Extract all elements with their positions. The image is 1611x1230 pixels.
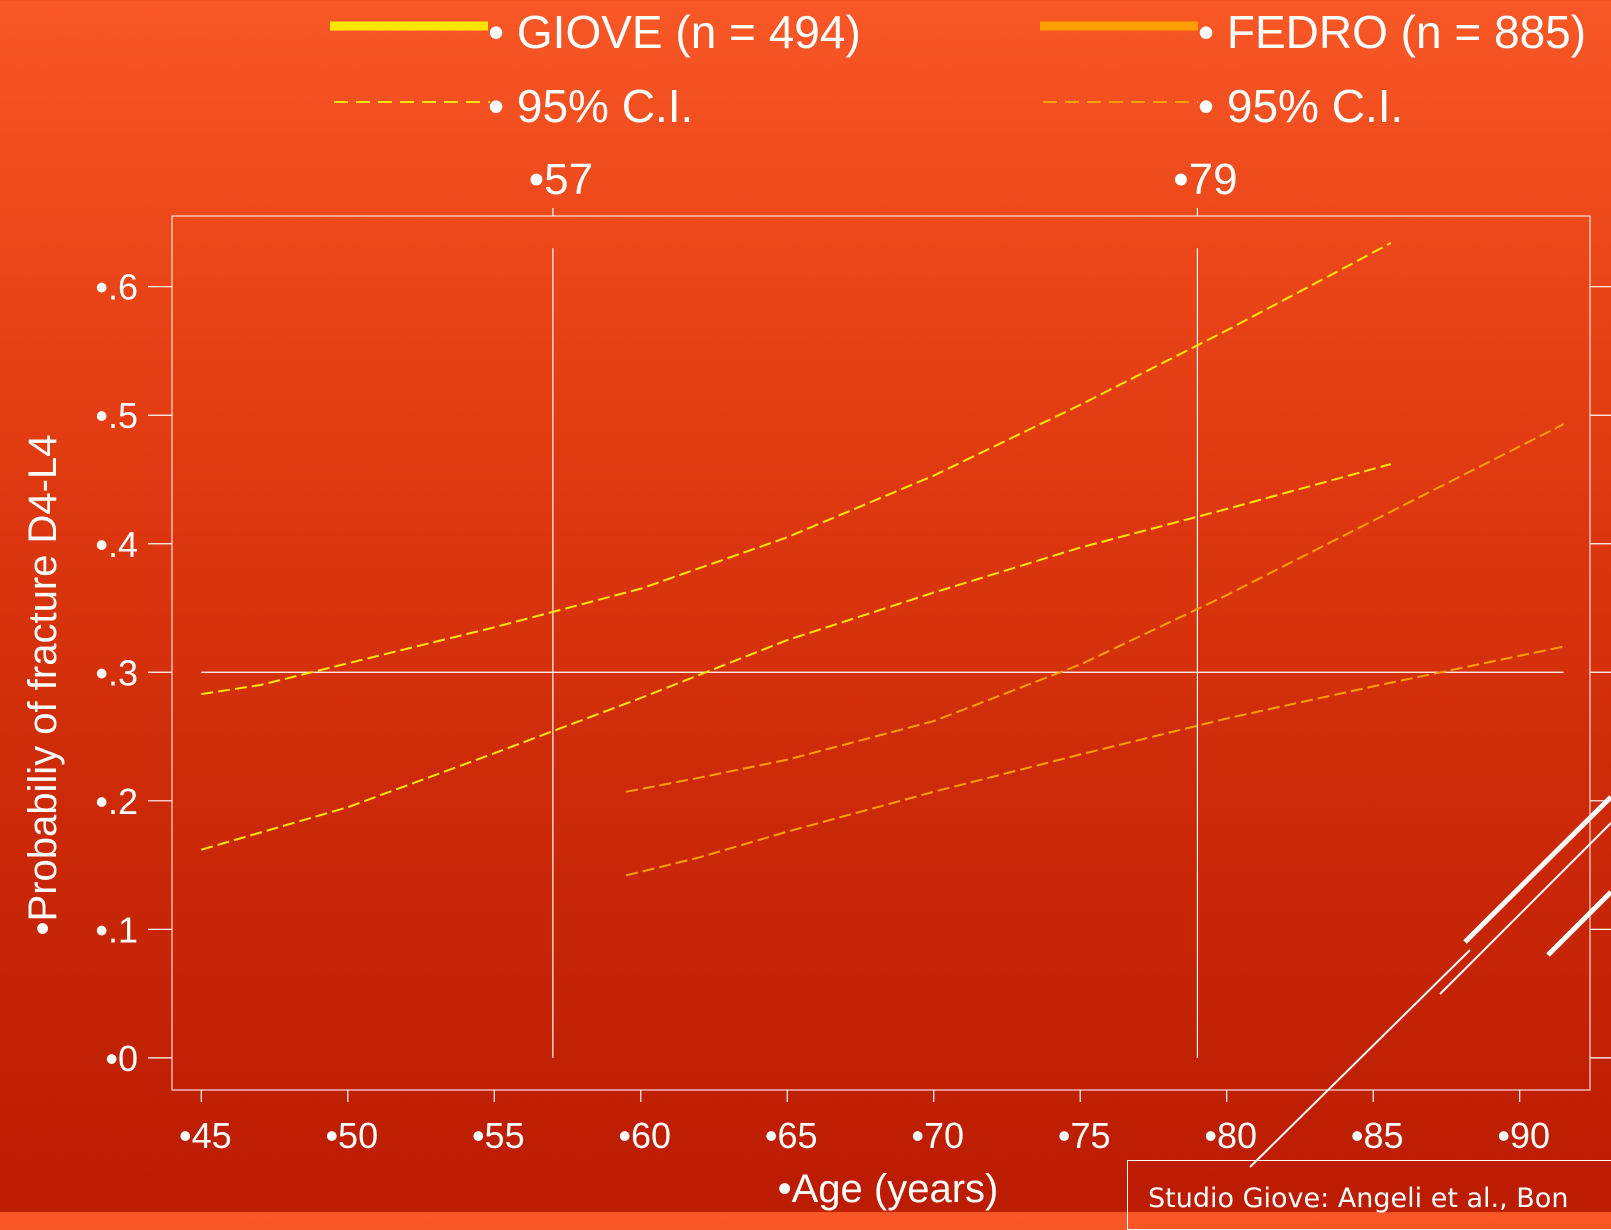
x-tick-label-55: •55 [472, 1115, 525, 1156]
y-axis: •0 •.1 •.2 •.3 •.4 •.5 •.6 [95, 267, 1611, 1079]
series-line-fedro-3 [625, 645, 1564, 877]
y-axis-title: •Probabiliy of fracture D4-L4 [21, 435, 65, 936]
ref-label-79: •79 [1173, 155, 1237, 204]
y-tick-label-0.3: •.3 [95, 652, 138, 693]
y-tick-label-0.1: •.1 [95, 909, 138, 950]
arrow-line-thin [1439, 822, 1611, 995]
series-lines [201, 242, 1565, 877]
series-line-fedro-2 [625, 423, 1565, 793]
reference-lines: •57 •79 [201, 155, 1564, 1058]
legend-fedro-label: • FEDRO (n = 885) [1198, 6, 1586, 58]
source-citation: Studio Giove: Angeli et al., Bon [1127, 1160, 1611, 1230]
x-tick-label-60: •60 [618, 1115, 671, 1156]
x-axis-title: •Age (years) [778, 1167, 999, 1211]
decorative-arrow-lines [1249, 795, 1611, 1168]
y-tick-label-0.2: •.2 [95, 781, 138, 822]
y-tick-label-0.4: •.4 [95, 524, 138, 565]
y-tick-label-0: •0 [105, 1038, 138, 1079]
plot-frame [171, 215, 1591, 1091]
series-line-giove-1 [201, 463, 1392, 851]
x-tick-label-75: •75 [1058, 1115, 1111, 1156]
x-tick-label-80: •80 [1204, 1115, 1257, 1156]
series-line-giove-0 [201, 242, 1392, 696]
legend-giove-label: • GIOVE (n = 494) [488, 6, 861, 58]
x-tick-label-65: •65 [765, 1115, 818, 1156]
legend-giove-ci-label: • 95% C.I. [488, 80, 693, 132]
legend: • GIOVE (n = 494) • 95% C.I. • FEDRO (n … [330, 6, 1586, 132]
x-tick-label-45: •45 [179, 1115, 232, 1156]
x-tick-label-85: •85 [1351, 1115, 1404, 1156]
y-tick-label-0.5: •.5 [95, 395, 138, 436]
y-tick-label-0.6: •.6 [95, 267, 138, 308]
arrow-line-thick [1463, 795, 1611, 944]
x-tick-label-50: •50 [325, 1115, 378, 1156]
arrow-line-thin-long [1249, 949, 1471, 1168]
legend-fedro-ci-label: • 95% C.I. [1198, 80, 1403, 132]
plot-border [171, 215, 1591, 1091]
arrow-line-thick-right [1546, 890, 1611, 957]
x-tick-label-90: •90 [1497, 1115, 1550, 1156]
ref-label-57: •57 [529, 155, 593, 204]
x-tick-label-70: •70 [911, 1115, 964, 1156]
x-axis: •45 •50 •55 •60 •65 •70 •75 •80 •85 •90 [179, 1090, 1550, 1156]
